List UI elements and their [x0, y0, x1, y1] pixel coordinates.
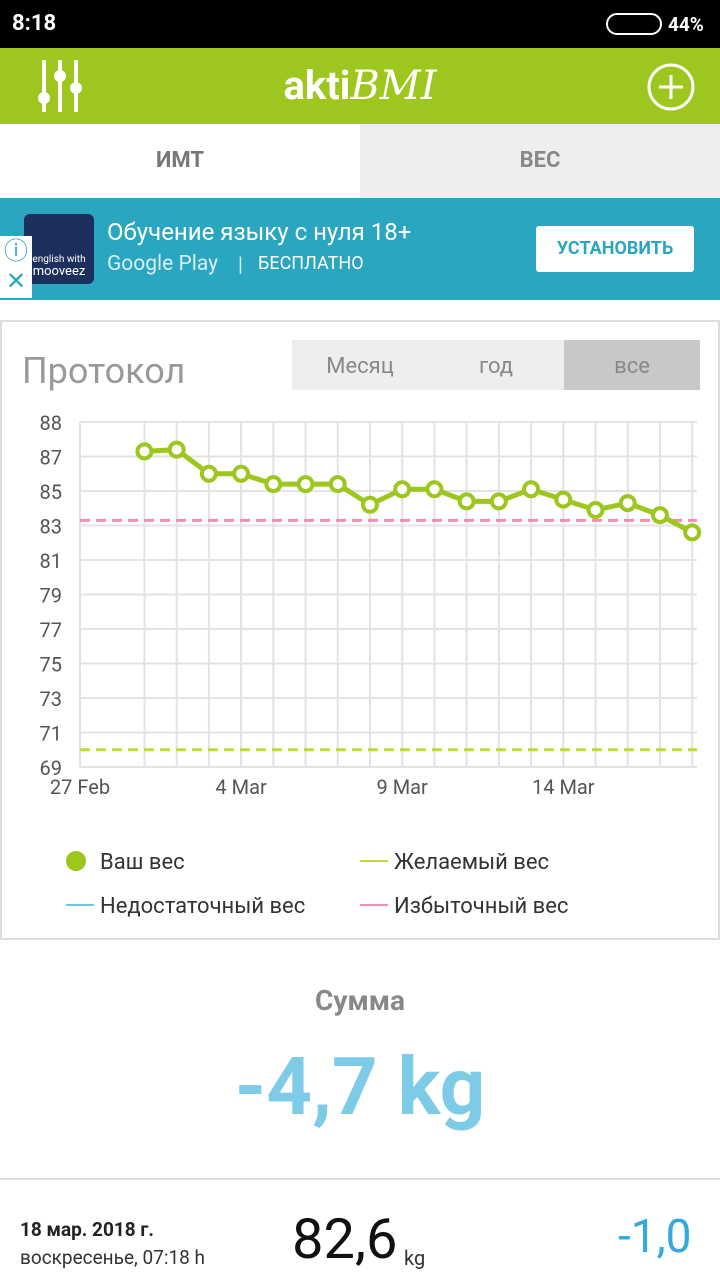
- data-point: [199, 464, 218, 483]
- chart: 69 71 73 75 77 79 81 83 85 87 88 27 Feb 4 Mar 9 Mar 14…: [40, 411, 702, 919]
- ad-title: Обучение языку с нуля 18+: [107, 218, 412, 246]
- status-bar: 8:18 44%: [0, 0, 720, 48]
- y-tick-label: 81: [40, 549, 62, 573]
- data-point: [683, 523, 702, 542]
- ad-icon: english with mooveez: [24, 214, 94, 284]
- y-tick-label: 88: [40, 411, 62, 435]
- data-point: [328, 475, 347, 494]
- data-point: [618, 494, 637, 513]
- range-button[interactable]: Месяц: [326, 354, 394, 379]
- tab[interactable]: ИМТ: [0, 124, 360, 198]
- summary-value: -4,7 kg: [234, 1040, 486, 1134]
- y-tick-label: 73: [40, 687, 62, 711]
- y-tick-label: 77: [40, 618, 62, 642]
- ad-install-button[interactable]: УСТАНОВИТЬ: [536, 226, 694, 272]
- ad-price: БЕСПЛАТНО: [258, 253, 364, 274]
- app-bar: aktiBMI: [0, 48, 720, 124]
- card-title: Протокол: [22, 350, 186, 392]
- ad-icon-text: english with: [32, 254, 86, 265]
- data-point: [586, 500, 605, 519]
- data-point: [296, 475, 315, 494]
- range-button[interactable]: все: [564, 340, 700, 390]
- y-tick-label: 69: [40, 756, 62, 780]
- x-tick-label: 14 Mar: [532, 775, 595, 799]
- ad-icon-text: mooveez: [32, 264, 86, 279]
- y-tick-label: 87: [40, 446, 62, 470]
- ad-info[interactable]: ⓘ ✕: [0, 236, 32, 298]
- logo-prefix: akti: [283, 62, 351, 109]
- data-point: [650, 506, 669, 525]
- logo-suffix: BMI: [350, 63, 437, 109]
- time: 8:18: [12, 11, 57, 36]
- divider: [0, 1178, 720, 1180]
- entry-change: -1,0: [618, 1210, 692, 1264]
- ad-banner[interactable]: english with mooveez ⓘ ✕ Обучение языку с …: [0, 198, 720, 300]
- x-tick-label: 9 Mar: [377, 775, 429, 799]
- data-point: [457, 492, 476, 511]
- data-point: [135, 442, 154, 461]
- logo: aktiBMI: [0, 62, 720, 109]
- y-tick-label: 79: [40, 584, 62, 608]
- data-point: [425, 480, 444, 499]
- x-tick-label: 4 Mar: [215, 775, 267, 799]
- settings-icon[interactable]: [36, 58, 84, 114]
- separator: |: [238, 252, 243, 276]
- data-point: [167, 440, 186, 459]
- data-point: [232, 464, 251, 483]
- entry-time: воскресенье, 07:18 h: [20, 1246, 205, 1269]
- data-point: [264, 475, 283, 494]
- ad-store: Google Play: [107, 252, 219, 276]
- summary-label: Сумма: [315, 984, 405, 1017]
- add-button[interactable]: [646, 62, 696, 112]
- entry-date: 18 мар. 2018 г.: [20, 1218, 154, 1241]
- y-tick-label: 71: [40, 722, 62, 746]
- data-point: [393, 480, 412, 499]
- data-point: [522, 480, 541, 499]
- battery: 44%: [668, 13, 704, 36]
- range-selector: Месяц год все: [292, 340, 700, 390]
- data-point: [360, 495, 379, 514]
- battery-icon: [606, 13, 662, 35]
- entry-unit: kg: [404, 1246, 426, 1270]
- y-tick-label: 75: [40, 653, 62, 677]
- y-tick-label: 83: [40, 515, 62, 539]
- legend-marker: [66, 851, 86, 871]
- entry-weight: 82,6: [292, 1206, 398, 1272]
- legend-label: Недостаточный вес: [100, 894, 305, 919]
- data-point: [489, 492, 508, 511]
- legend-label: Избыточный вес: [394, 894, 568, 919]
- legend-label: Желаемый вес: [394, 850, 549, 875]
- y-tick-label: 85: [40, 480, 62, 504]
- x-tick-label: 27 Feb: [50, 775, 110, 799]
- chart-card: Протокол Месяц год все: [0, 320, 720, 940]
- range-button[interactable]: год: [478, 354, 514, 379]
- data-point: [554, 490, 573, 509]
- legend-label: Ваш вес: [100, 850, 185, 875]
- tab[interactable]: ВЕС: [360, 124, 720, 198]
